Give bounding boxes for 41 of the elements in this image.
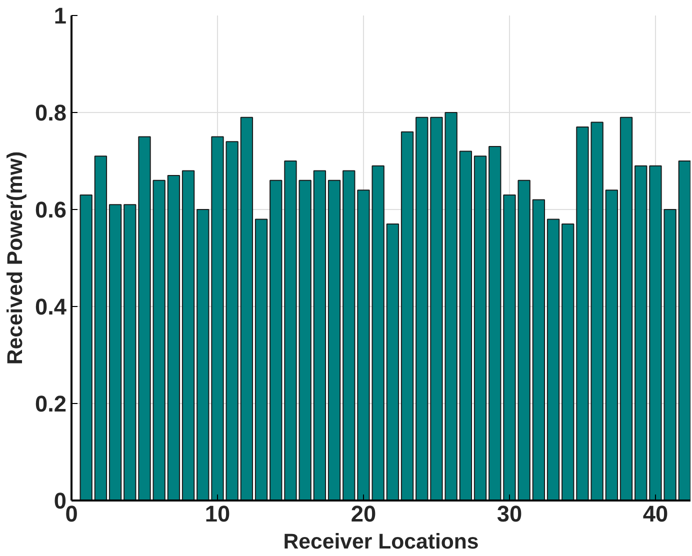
bar (328, 180, 341, 500)
bar (605, 190, 618, 500)
bar (634, 165, 648, 500)
y-axis-title: Received Power(mw) (3, 151, 28, 365)
bar (342, 170, 356, 500)
x-tick-label: 30 (496, 500, 522, 526)
bar (678, 160, 690, 500)
bar (94, 156, 108, 500)
bar (488, 146, 502, 500)
x-axis-title: Receiver Locations (283, 530, 479, 554)
y-tick-label: 0.4 (35, 294, 67, 320)
x-tick-label: 20 (350, 500, 376, 526)
y-tick-label: 0.6 (35, 196, 67, 222)
y-tick-label: 0.2 (35, 390, 67, 416)
bar (152, 180, 166, 500)
bar (211, 136, 224, 500)
bar (546, 218, 560, 500)
bar (196, 209, 210, 500)
bar (240, 116, 254, 500)
bar (108, 204, 122, 500)
bar (400, 131, 414, 500)
bar (138, 136, 151, 500)
bar (416, 116, 428, 500)
bar (124, 204, 136, 500)
bar (182, 170, 195, 500)
bar (313, 170, 326, 500)
bar (386, 224, 400, 500)
x-tick-label: 10 (204, 500, 230, 526)
bar (532, 199, 546, 500)
bar (226, 141, 238, 500)
bar (167, 175, 180, 500)
bar (474, 156, 487, 500)
x-tick-label: 40 (642, 500, 668, 526)
y-tick-label: 0.8 (35, 100, 67, 126)
bar (620, 116, 633, 500)
y-tick-label: 1 (54, 2, 67, 28)
bar (270, 180, 282, 500)
bar (562, 224, 574, 500)
bar (254, 218, 268, 500)
bar (459, 150, 472, 500)
bar (80, 194, 92, 500)
